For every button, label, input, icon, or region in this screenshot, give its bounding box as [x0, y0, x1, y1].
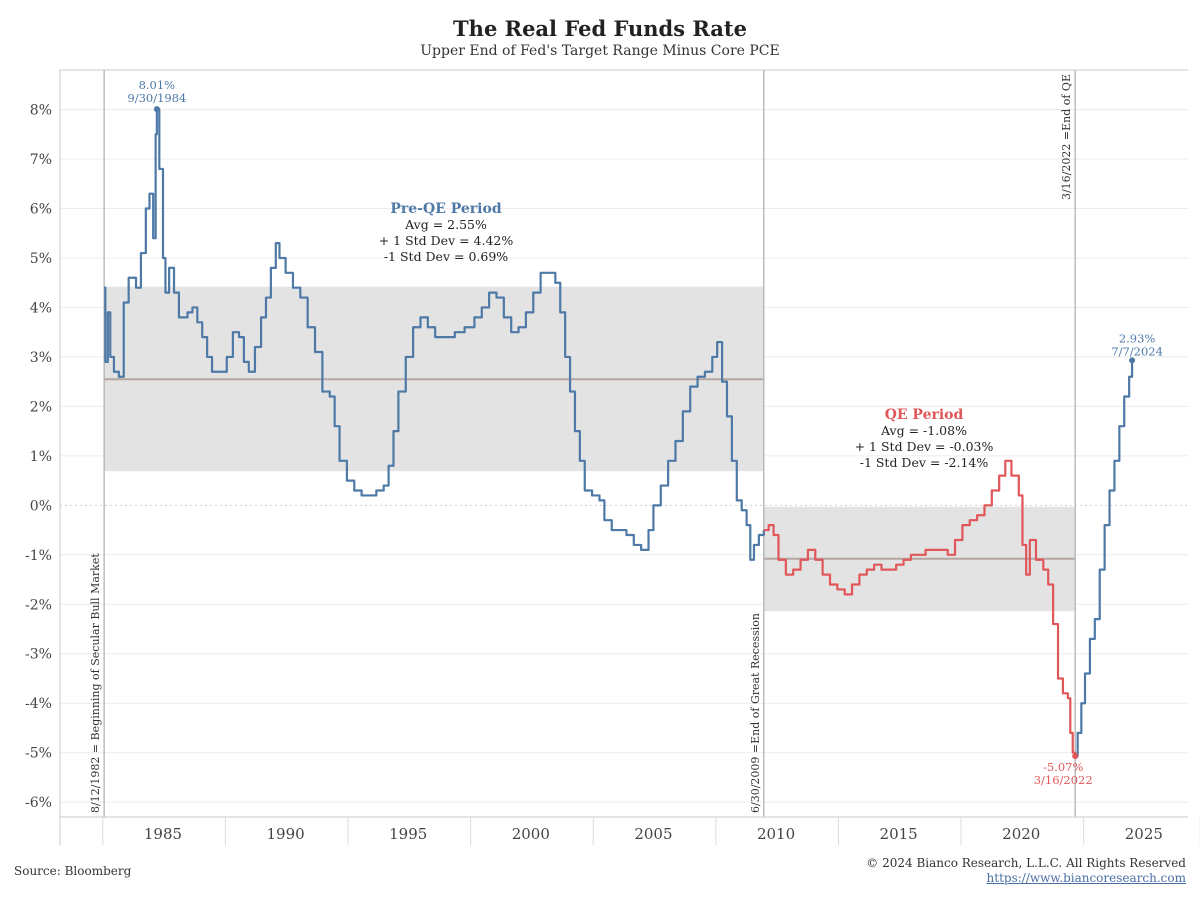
y-tick-label: 1% — [30, 449, 52, 465]
stat-box-line-qe: Avg = -1.08% — [880, 423, 967, 438]
series-line-qe — [763, 459, 1077, 757]
series-line-post_qe — [1075, 360, 1134, 758]
x-tick-label: 2025 — [1125, 825, 1163, 843]
y-tick-label: 8% — [30, 103, 52, 119]
y-tick-label: 0% — [30, 498, 52, 514]
x-tick-label: 2015 — [880, 825, 918, 843]
annotation-marker-trough — [1072, 753, 1079, 760]
footer-credits: © 2024 Bianco Research, L.L.C. All Right… — [866, 856, 1186, 886]
stat-box-line-pre-qe: -1 Std Dev = 0.69% — [384, 249, 508, 264]
stat-box-line-pre-qe: + 1 Std Dev = 4.42% — [379, 233, 514, 248]
annotation-text-peak: 9/30/1984 — [127, 91, 186, 105]
annotation-marker-peak — [153, 106, 160, 113]
chart-title: The Real Fed Funds Rate — [453, 16, 747, 41]
annotation-text-trough: -5.07% — [1043, 760, 1083, 774]
y-tick-label: 2% — [30, 399, 52, 415]
y-tick-label: -6% — [25, 795, 52, 811]
x-tick-label: 1985 — [144, 825, 182, 843]
annotation-text-peak: 8.01% — [139, 78, 176, 92]
stat-box-line-qe: + 1 Std Dev = -0.03% — [855, 439, 994, 454]
website-link[interactable]: https://www.biancoresearch.com — [986, 871, 1186, 885]
annotation-text-latest: 2.93% — [1119, 331, 1156, 345]
annotation-marker-latest — [1129, 357, 1136, 364]
copyright-text: © 2024 Bianco Research, L.L.C. All Right… — [866, 856, 1186, 870]
y-tick-label: 7% — [30, 152, 52, 168]
stat-box-title-qe: QE Period — [885, 407, 964, 423]
y-tick-label: -4% — [25, 696, 52, 712]
y-tick-label: -2% — [25, 597, 52, 613]
y-tick-label: 4% — [30, 300, 52, 316]
y-tick-label: 5% — [30, 251, 52, 267]
annotation-text-trough: 3/16/2022 — [1034, 773, 1093, 787]
stat-box-title-pre-qe: Pre-QE Period — [390, 201, 501, 217]
reference-line-label: 8/12/1982 = Beginning of Secular Bull Ma… — [89, 553, 102, 813]
chart-subtitle: Upper End of Fed's Target Range Minus Co… — [420, 43, 780, 59]
stat-box-line-pre-qe: Avg = 2.55% — [404, 217, 487, 232]
y-tick-label: 6% — [30, 202, 52, 218]
reference-line-label: 6/30/2009 =End of Great Recession — [749, 613, 762, 813]
y-tick-label: -1% — [25, 548, 52, 564]
source-note: Source: Bloomberg — [14, 864, 132, 878]
x-tick-label: 2010 — [757, 825, 795, 843]
annotation-text-latest: 7/7/2024 — [1111, 344, 1163, 358]
x-tick-label: 2020 — [1002, 825, 1040, 843]
x-tick-label: 1995 — [389, 825, 427, 843]
x-tick-label: 2000 — [512, 825, 550, 843]
x-tick-label: 1990 — [267, 825, 305, 843]
x-tick-label: 2005 — [634, 825, 672, 843]
y-tick-label: -3% — [25, 647, 52, 663]
stat-box-line-qe: -1 Std Dev = -2.14% — [860, 455, 989, 470]
y-tick-label: -5% — [25, 746, 52, 762]
y-tick-label: 3% — [30, 350, 52, 366]
series-line-pre_qe — [104, 107, 765, 561]
reference-line-label: 3/16/2022 =End of QE — [1060, 74, 1073, 200]
